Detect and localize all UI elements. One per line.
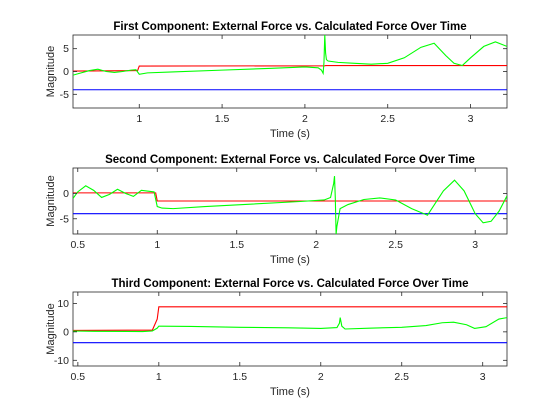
chart-1-title: First Component: External Force vs. Calc… bbox=[113, 21, 466, 33]
chart-3-xtick-label: 2 bbox=[318, 371, 324, 383]
chart-3: 0.5 1 1.5 2 2.5 3 -10 0 10 Third Component: Exter… bbox=[45, 278, 508, 398]
chart-3-ytick-label: 10 bbox=[57, 298, 69, 310]
chart-3-xtick-label: 1 bbox=[156, 371, 162, 383]
chart-3-series-group bbox=[73, 306, 507, 344]
chart-3-ytick-label: 0 bbox=[63, 326, 69, 338]
chart-2-xtick-label: 0.5 bbox=[70, 239, 85, 251]
chart-1-ylabel: Magnitude bbox=[45, 46, 57, 97]
chart-1-xtick-label: 2.5 bbox=[380, 113, 395, 125]
chart-1-ytick-label: -5 bbox=[60, 89, 69, 101]
chart-3-title: Third Component: External Force vs. Calc… bbox=[111, 278, 468, 290]
chart-1-xtick-label: 1 bbox=[136, 113, 142, 125]
chart-3-xtick-label: 0.5 bbox=[71, 371, 86, 383]
chart-2-series-3-line bbox=[73, 176, 507, 234]
chart-1-xtick-label: 2 bbox=[302, 113, 308, 125]
chart-2-xlabel: Time (s) bbox=[270, 254, 310, 266]
chart-2-ytick-label: -5 bbox=[60, 213, 69, 225]
chart-1-series-3-line bbox=[73, 35, 507, 76]
chart-1-xlabel: Time (s) bbox=[270, 128, 310, 140]
chart-1-series-group bbox=[73, 35, 507, 91]
chart-2-series-group bbox=[73, 176, 507, 234]
chart-3-series-2-line bbox=[73, 306, 507, 331]
chart-1-ytick-label: 5 bbox=[63, 43, 69, 55]
chart-1-ytick-label: 0 bbox=[63, 66, 69, 78]
chart-2-title: Second Component: External Force vs. Cal… bbox=[105, 154, 475, 166]
chart-1: 1 1.5 2 2.5 3 -5 0 5 First Component: External F… bbox=[45, 21, 508, 140]
chart-2: 0.5 1 1.5 2 2.5 3 -5 0 Second Component: Externa… bbox=[45, 154, 508, 266]
chart-2-xtick-label: 2.5 bbox=[388, 239, 403, 251]
chart-3-xtick-label: 3 bbox=[480, 371, 486, 383]
chart-3-ytick-label: -10 bbox=[54, 355, 69, 367]
chart-2-ylabel: Magnitude bbox=[45, 175, 57, 226]
chart-2-xtick-label: 1 bbox=[154, 239, 160, 251]
chart-3-xtick-label: 1.5 bbox=[232, 371, 247, 383]
chart-3-ylabel: Magnitude bbox=[45, 303, 57, 354]
chart-2-xtick-label: 2 bbox=[313, 239, 319, 251]
chart-1-axes-box bbox=[72, 34, 508, 109]
chart-3-xlabel: Time (s) bbox=[270, 386, 310, 398]
chart-3-axes-box bbox=[72, 291, 508, 367]
chart-3-series-3-line bbox=[73, 317, 507, 333]
chart-1-xtick-label: 3 bbox=[468, 113, 474, 125]
chart-3-xtick-label: 2.5 bbox=[394, 371, 409, 383]
chart-2-ytick-label: 0 bbox=[63, 188, 69, 200]
chart-2-series-2-line bbox=[73, 192, 507, 202]
chart-1-xtick-label: 1.5 bbox=[215, 113, 230, 125]
chart-2-xtick-label: 3 bbox=[472, 239, 478, 251]
chart-2-xtick-label: 1.5 bbox=[229, 239, 244, 251]
